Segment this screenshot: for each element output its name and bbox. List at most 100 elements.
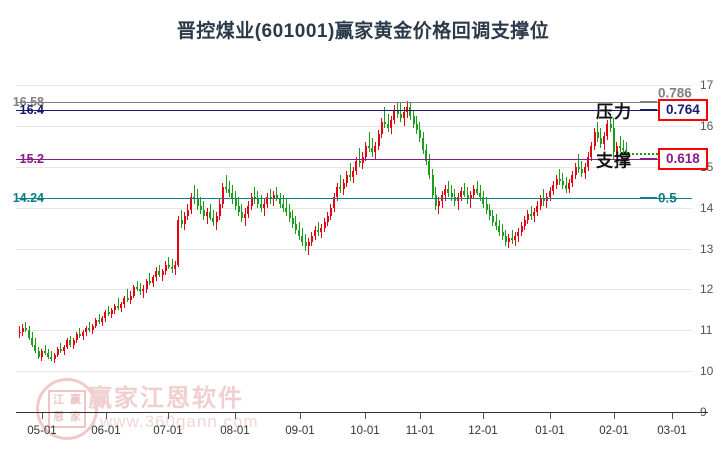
x-axis-tick-label: 08-01 — [220, 425, 250, 437]
fib-right-label-0.5: 0.5 — [658, 190, 677, 206]
candle-body — [368, 146, 371, 149]
candle-wick — [559, 168, 561, 186]
candle-wick — [142, 285, 144, 298]
x-axis-tick — [168, 412, 169, 419]
candle-body — [320, 228, 323, 233]
watermark-seal-inner: 江赢恩家 — [48, 390, 86, 428]
candle-wick — [359, 148, 361, 167]
x-axis-tick-label: 12-01 — [468, 425, 498, 437]
candle-wick — [79, 328, 81, 339]
candle-wick — [463, 183, 465, 198]
candle-body — [393, 109, 396, 120]
candle-body — [599, 138, 602, 145]
candle-body — [526, 213, 529, 220]
candle-body — [272, 195, 275, 200]
candle-body — [104, 311, 107, 318]
candle-wick — [50, 350, 52, 361]
candle-wick — [511, 230, 513, 245]
candle-body — [82, 332, 85, 337]
candle-body — [387, 123, 390, 128]
fib-level-line-0.5 — [16, 197, 692, 199]
candle-body — [349, 174, 351, 177]
candle-body — [329, 207, 332, 216]
candle-body — [574, 166, 577, 175]
candle-wick — [308, 238, 310, 255]
candle-body — [298, 230, 301, 237]
candle-wick — [578, 154, 580, 173]
candle-body — [536, 205, 539, 212]
candle-body — [123, 297, 126, 304]
candle-body — [606, 123, 609, 137]
candle-body — [237, 205, 240, 212]
x-axis-line — [16, 412, 708, 413]
candle-body — [177, 219, 180, 265]
candle-wick — [438, 197, 440, 214]
candle-wick — [263, 199, 265, 216]
candle-body — [358, 160, 361, 163]
candle-body — [590, 146, 593, 157]
candle-body — [383, 121, 386, 124]
fib-connector-0.764 — [640, 108, 657, 111]
candle-body — [120, 303, 123, 308]
candle-wick — [181, 209, 183, 229]
candle-body — [514, 236, 517, 241]
candle-body — [523, 219, 526, 226]
fib-connector-0.786 — [640, 101, 657, 104]
candle-body — [364, 146, 367, 157]
candle-body — [142, 289, 145, 292]
x-axis-tick-label: 10-01 — [350, 425, 380, 437]
x-axis-tick — [672, 412, 673, 419]
candle-body — [622, 148, 625, 151]
candle-body — [352, 170, 355, 177]
candle-body — [294, 223, 297, 231]
candle-body — [565, 185, 568, 190]
candle-body — [488, 209, 491, 216]
candle-wick — [276, 187, 278, 202]
watermark-url: www.360gann.com — [100, 412, 259, 431]
candle-body — [28, 330, 31, 339]
candle-body — [517, 232, 520, 237]
candle-body — [155, 270, 158, 278]
candle-wick — [457, 193, 459, 210]
candle-wick — [400, 103, 402, 122]
fib-tag-0.764: 压力 — [596, 102, 632, 122]
candle-body — [171, 266, 174, 269]
candle-body — [507, 238, 510, 243]
candle-wick — [349, 162, 351, 182]
candle-wick — [317, 221, 319, 237]
candle-body — [577, 166, 580, 169]
candle-body — [457, 197, 460, 202]
candle-wick — [470, 191, 472, 208]
candle-body — [596, 132, 599, 139]
candle-body — [228, 189, 231, 194]
candle-wick — [88, 322, 90, 333]
candle-body — [612, 127, 615, 153]
candle-wick — [139, 283, 141, 296]
x-axis-tick — [483, 412, 484, 419]
candle-body — [215, 215, 218, 222]
candle-wick — [108, 305, 110, 316]
candle-body — [434, 195, 437, 206]
candle-body — [24, 328, 27, 331]
candle-body — [113, 305, 116, 310]
candle-body — [263, 203, 266, 208]
candle-body — [94, 320, 97, 327]
candle-wick — [530, 205, 532, 220]
candle-body — [482, 197, 485, 204]
candle-body — [63, 346, 66, 351]
candle-body — [415, 123, 418, 130]
x-axis-tick — [420, 412, 421, 419]
fib-connector-0.5 — [640, 196, 657, 199]
candle-body — [34, 344, 37, 351]
candle-body — [218, 203, 221, 216]
y-axis-tick-label: 11 — [700, 323, 713, 338]
candle-body — [339, 187, 342, 190]
gridline — [16, 125, 692, 127]
candle-body — [56, 348, 59, 355]
candle-body — [491, 215, 494, 222]
candle-body — [231, 193, 234, 200]
candle-body — [21, 328, 24, 333]
x-axis-tick-label: 03-01 — [657, 425, 687, 437]
candle-body — [132, 287, 135, 296]
candle-wick — [610, 113, 612, 132]
